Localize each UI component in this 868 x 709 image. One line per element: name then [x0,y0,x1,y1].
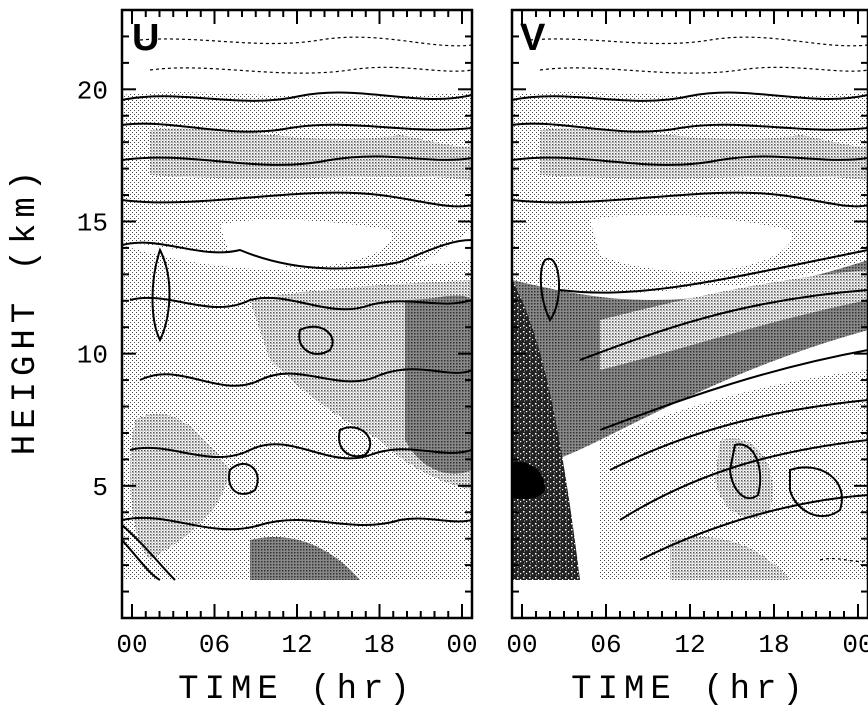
panel-u-x-axis-title: TIME (hr) [178,671,416,709]
panel-v-x-tick-label: 00 [506,630,537,660]
panel-u-x-tick-label: 00 [446,630,477,660]
panel-v-axes: 00 06 12 18 00 [506,9,868,660]
panel-v-x-tick-label: 18 [758,630,789,660]
panel-u-y-tick-label: 5 [92,473,108,503]
panel-u-y-tick-label: 10 [77,341,108,371]
panel-u-y-tick-label: 20 [77,76,108,106]
panel-v-field [512,10,868,618]
panel-u-x-tick-label: 00 [116,630,147,660]
panel-u-x-tick-label: 06 [199,630,230,660]
panel-v-x-tick-label: 06 [590,630,621,660]
panel-u-axes: 00 06 12 18 00 5 10 15 20 [77,9,478,660]
panel-u-x-tick-label: 12 [281,630,312,660]
panel-u: U [120,8,474,620]
panel-u-field [122,10,472,618]
panel-u-label: U [132,17,159,59]
panel-v-label: V [520,17,546,59]
panel-v-x-tick-label: 00 [842,630,868,660]
panel-v-x-axis-title: TIME (hr) [571,671,809,709]
y-axis-title: HEIGHT (km) [7,165,45,455]
panel-v: V [510,8,868,620]
panel-u-y-tick-label: 15 [77,208,108,238]
panel-u-x-tick-label: 18 [364,630,395,660]
panel-v-x-tick-label: 12 [674,630,705,660]
